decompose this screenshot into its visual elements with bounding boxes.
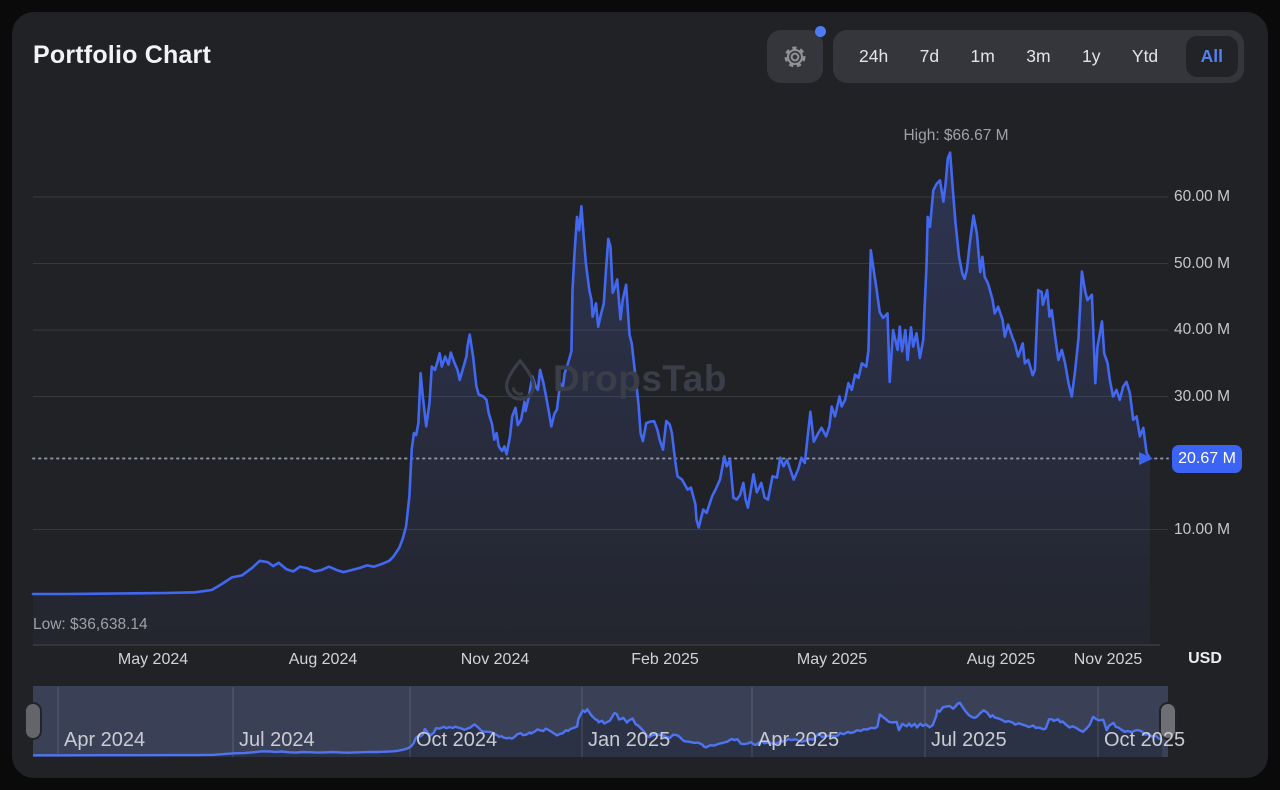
y-axis-label-50m: 50.00 M xyxy=(1174,254,1231,272)
navigator-label: Apr 2025 xyxy=(758,729,840,751)
series-area-fill xyxy=(33,152,1150,645)
page-title: Portfolio Chart xyxy=(33,41,211,69)
current-value-arrow-marker xyxy=(1139,452,1153,466)
navigator-label: Apr 2024 xyxy=(64,729,146,751)
x-axis-label: Aug 2024 xyxy=(288,651,358,668)
range-button-24h[interactable]: 24h xyxy=(859,46,889,66)
x-axis-label: Nov 2024 xyxy=(460,651,530,668)
navigator-label: Oct 2024 xyxy=(416,729,498,751)
x-axis-label: May 2024 xyxy=(117,651,189,668)
portfolio-series-line[interactable] xyxy=(31,151,1152,596)
range-button-1y[interactable]: 1y xyxy=(1081,46,1101,66)
y-axis-label-30m: 30.00 M xyxy=(1174,387,1231,405)
y-axis-label-10m: 10.00 M xyxy=(1174,520,1231,538)
x-axis-label: May 2025 xyxy=(796,651,868,668)
x-axis-label: Nov 2025 xyxy=(1073,651,1143,668)
navigator-label: Jul 2025 xyxy=(931,729,1007,751)
currency-label: USD xyxy=(1188,650,1222,667)
navigator[interactable] xyxy=(24,686,1177,757)
navigator-label: Jul 2024 xyxy=(239,729,315,751)
navigator-series-line xyxy=(33,701,1163,757)
y-axis-label-40m: 40.00 M xyxy=(1174,321,1231,338)
low-label: Low: $36,638.14 xyxy=(33,616,148,633)
navigator-label: Oct 2025 xyxy=(1104,729,1186,751)
gear-icon xyxy=(784,46,806,67)
x-axis-label: Aug 2025 xyxy=(966,651,1036,668)
high-label: High: $66.67 M xyxy=(903,127,1009,144)
settings-button[interactable] xyxy=(767,30,823,83)
range-button-7d[interactable]: 7d xyxy=(919,46,940,66)
navigator-left-handle[interactable] xyxy=(24,702,42,740)
range-button-1m[interactable]: 1m xyxy=(970,46,995,66)
time-range-selector: 24h 7d 1m 3m 1y Ytd All xyxy=(833,30,1244,83)
range-button-3m[interactable]: 3m xyxy=(1026,46,1051,66)
navigator-tick-lines xyxy=(57,687,1099,757)
navigator-right-handle[interactable] xyxy=(1159,702,1177,740)
navigator-label: Jan 2025 xyxy=(588,729,671,751)
current-value-badge: 20.67 M xyxy=(1172,445,1242,474)
x-axis-label: Feb 2025 xyxy=(631,651,699,668)
range-button-ytd[interactable]: Ytd xyxy=(1131,46,1159,66)
range-button-all[interactable]: All xyxy=(1185,36,1238,77)
y-axis-label-60m: 60.00 M xyxy=(1174,188,1231,205)
notification-dot xyxy=(815,26,826,37)
